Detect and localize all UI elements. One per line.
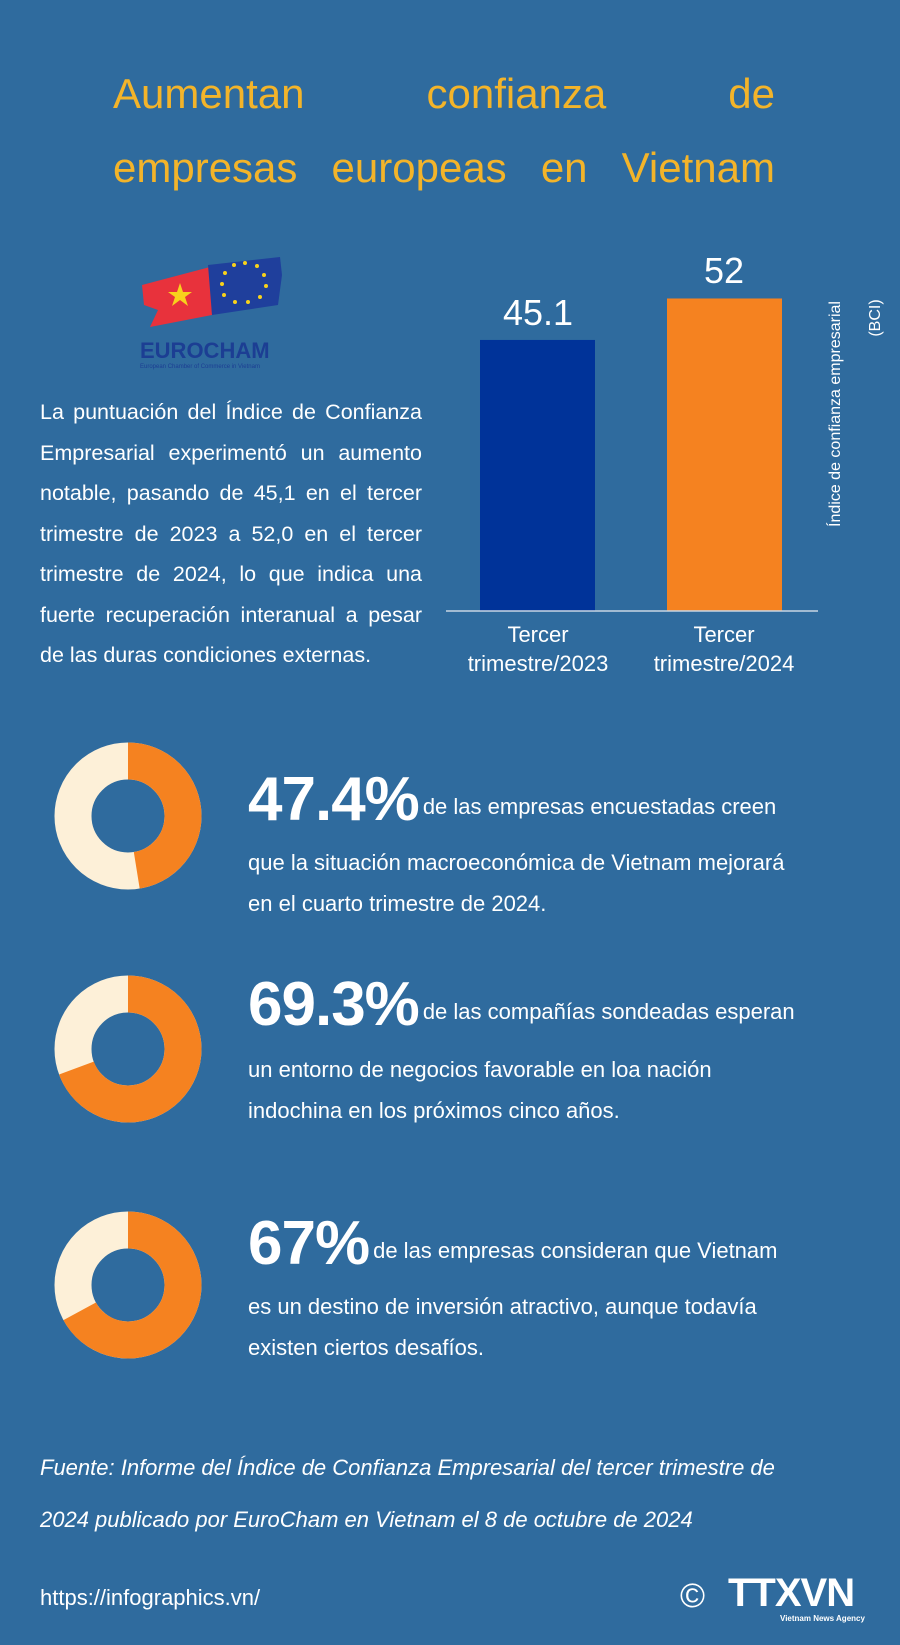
stat-block-3: 67% de las empresas consideran que Vietna…: [248, 1209, 778, 1361]
ttxvn-logo: TTXVN: [728, 1571, 855, 1615]
logo-subtitle: European Chamber of Commerce in Vietnam: [140, 364, 260, 370]
y-axis-unit: (BCI): [867, 299, 884, 337]
bar-0: [480, 339, 595, 611]
logo-text: EUROCHAM: [140, 338, 270, 363]
copyright-icon: ©: [680, 1577, 706, 1615]
source-line-2: 2024 publicado por EuroCham en Vietnam e…: [40, 1507, 693, 1532]
bar-1: [667, 298, 782, 611]
category-label-2023: Tercer trimestre/2023: [467, 622, 609, 676]
bar-chart: [446, 298, 818, 612]
ttxvn-subtitle: Vietnam News Agency: [780, 1614, 865, 1623]
y-axis-label: Índice de confianza empresarial: [827, 301, 844, 527]
eurocham-logo: EUROCHAM European Chamber of Commerce in…: [140, 255, 290, 370]
intro-paragraph: La puntuación del Índice de Confianza Em…: [40, 400, 422, 667]
donut-value-slice: [54, 742, 202, 890]
title-line-2: empresas europeas en Vietnam: [113, 144, 775, 191]
flag-icon: [142, 257, 282, 327]
bar-value-label: 52: [703, 250, 745, 292]
stat-block-2: 69.3% de las compañías sondeadas esperan …: [248, 970, 795, 1124]
stat-value: 69.3%: [248, 970, 420, 1039]
stat-value: 67%: [248, 1209, 370, 1278]
title-line-1: Aumentan confianza de: [113, 70, 775, 117]
bar-value-label: 45.1: [502, 291, 574, 333]
donut-charts: [54, 742, 202, 1359]
category-label-2024: Tercer trimestre/2024: [653, 622, 795, 676]
source-line-1: Fuente: Informe del Índice de Confianza …: [40, 1455, 775, 1480]
stat-block-1: 47.4% de las empresas encuestadas creen q…: [248, 765, 785, 917]
source-url-link[interactable]: https://infographics.vn/: [40, 1585, 261, 1610]
stat-value: 47.4%: [248, 765, 420, 834]
donut-value-slice: [54, 1211, 202, 1359]
donut-value-slice: [54, 975, 202, 1123]
